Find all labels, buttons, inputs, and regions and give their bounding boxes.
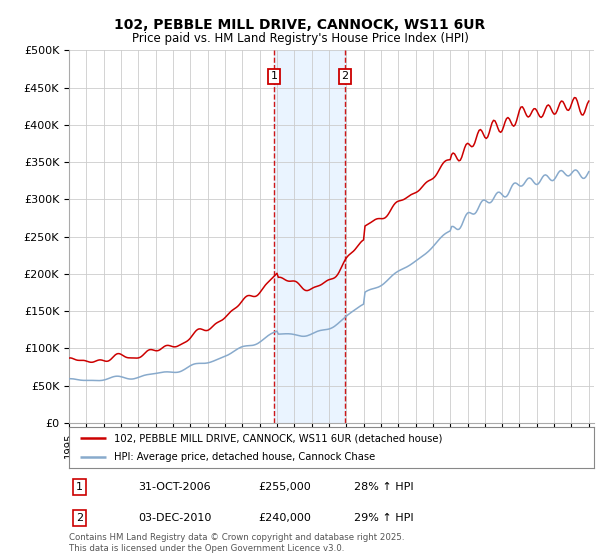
Text: 102, PEBBLE MILL DRIVE, CANNOCK, WS11 6UR: 102, PEBBLE MILL DRIVE, CANNOCK, WS11 6U… bbox=[115, 18, 485, 32]
Text: 03-DEC-2010: 03-DEC-2010 bbox=[138, 513, 211, 523]
Text: £240,000: £240,000 bbox=[258, 513, 311, 523]
Text: 2: 2 bbox=[341, 72, 349, 81]
Text: 29% ↑ HPI: 29% ↑ HPI bbox=[354, 513, 413, 523]
Text: 2: 2 bbox=[76, 513, 83, 523]
Text: 102, PEBBLE MILL DRIVE, CANNOCK, WS11 6UR (detached house): 102, PEBBLE MILL DRIVE, CANNOCK, WS11 6U… bbox=[113, 433, 442, 443]
Bar bbox=[274, 50, 345, 423]
Text: Price paid vs. HM Land Registry's House Price Index (HPI): Price paid vs. HM Land Registry's House … bbox=[131, 32, 469, 45]
Text: £255,000: £255,000 bbox=[258, 482, 311, 492]
Text: 1: 1 bbox=[76, 482, 83, 492]
Text: 1: 1 bbox=[271, 72, 277, 81]
Text: 31-OCT-2006: 31-OCT-2006 bbox=[138, 482, 211, 492]
Text: Contains HM Land Registry data © Crown copyright and database right 2025.
This d: Contains HM Land Registry data © Crown c… bbox=[69, 533, 404, 553]
Text: 28% ↑ HPI: 28% ↑ HPI bbox=[354, 482, 413, 492]
Text: HPI: Average price, detached house, Cannock Chase: HPI: Average price, detached house, Cann… bbox=[113, 452, 375, 461]
